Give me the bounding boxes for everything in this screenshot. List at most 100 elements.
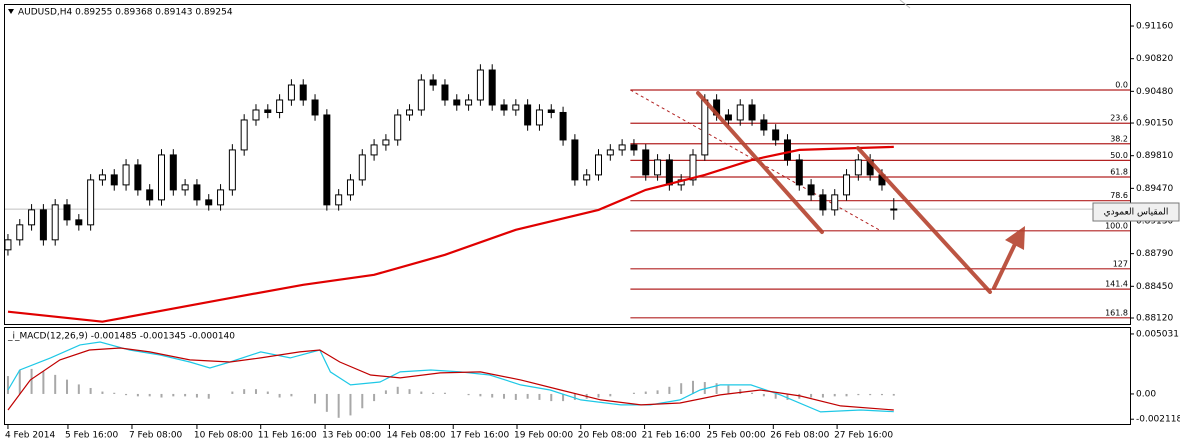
macd-frame — [4, 327, 1131, 425]
candle-body — [75, 219, 83, 226]
histogram-bar — [562, 393, 565, 402]
trend-line — [696, 91, 824, 234]
histogram-bar — [195, 393, 198, 398]
candle-body — [157, 154, 165, 201]
histogram-bar — [503, 393, 506, 399]
histogram-bar — [89, 387, 92, 394]
histogram-bar — [691, 380, 694, 394]
histogram-bar — [101, 391, 104, 394]
macd-line — [7, 341, 894, 413]
candle-body — [760, 119, 768, 131]
candle-body — [618, 144, 626, 151]
histogram-bar — [869, 393, 872, 396]
histogram-bar — [6, 376, 9, 394]
histogram-bar — [810, 393, 813, 398]
histogram-bar — [892, 393, 895, 396]
y-tick-label: 0.00 — [1136, 389, 1156, 399]
plot-layer: 0.91160 0.90820 0.90480 0.90150 0.89810 0.894… — [4, 22, 1180, 441]
histogram-bar — [845, 393, 848, 397]
fib-label: 127 — [1113, 259, 1128, 268]
histogram-bar — [762, 393, 765, 397]
candle-body — [571, 139, 579, 181]
histogram-bar — [514, 393, 517, 400]
candle-body — [134, 164, 142, 191]
trend-line — [856, 146, 992, 294]
histogram-bar — [739, 389, 742, 394]
x-tick-label: 10 Feb 08:00 — [194, 431, 253, 441]
histogram-bar — [314, 393, 317, 404]
arrow-shaft — [992, 240, 1018, 290]
candle-body — [795, 159, 803, 186]
candle-body — [276, 99, 284, 113]
histogram-bar — [337, 393, 340, 418]
y-tick-label: 0.89470 — [1136, 184, 1173, 194]
fib-label: 61.8 — [1110, 168, 1128, 177]
histogram-bar — [751, 392, 754, 394]
candle-body — [205, 199, 213, 206]
candle-body — [240, 119, 248, 151]
candle-body — [488, 69, 496, 106]
histogram-bar — [727, 385, 730, 394]
x-tick-label: 13 Feb 00:00 — [322, 431, 381, 441]
x-tick-label: 11 Feb 16:00 — [258, 431, 317, 441]
y-tick-label: 0.88790 — [1136, 249, 1173, 259]
candle-body — [724, 114, 732, 121]
fib-label: 141.4 — [1105, 280, 1128, 289]
menu-triangle[interactable] — [8, 9, 14, 14]
tooltip-box — [1092, 202, 1180, 222]
candle-body — [417, 79, 425, 111]
candle-body — [583, 174, 591, 181]
histogram-bar — [479, 393, 482, 397]
candle-body — [382, 139, 390, 146]
candle-body — [252, 109, 260, 121]
candle-body — [843, 174, 851, 196]
histogram-bar — [880, 393, 883, 396]
candle-body — [736, 104, 744, 121]
y-tick-label: 0.89130 — [1136, 217, 1173, 227]
fib-label: 161.8 — [1105, 308, 1128, 317]
candle-body — [323, 114, 331, 206]
candle-body — [429, 79, 437, 86]
x-tick-label: 5 Feb 16:00 — [65, 431, 119, 441]
candle-body — [264, 109, 272, 113]
histogram-bar — [857, 393, 860, 396]
candle-body — [606, 149, 614, 156]
histogram-bar — [432, 392, 435, 394]
candle-body — [228, 149, 236, 191]
histogram-bar — [113, 392, 116, 394]
y-tick-label: 0.88120 — [1136, 314, 1173, 324]
fib-label: 0.0 — [1115, 80, 1128, 89]
histogram-bar — [786, 393, 789, 400]
histogram-bar — [184, 393, 187, 397]
histogram-bar — [136, 393, 139, 397]
candle-body — [465, 99, 473, 106]
macd-title: _i_MACD(12,26,9) -0.001485 -0.001345 -0.… — [7, 332, 235, 342]
candle-body — [299, 84, 307, 101]
candle-body — [51, 204, 59, 241]
histogram-bar — [172, 393, 175, 397]
histogram-bar — [361, 393, 364, 409]
candle-body — [146, 189, 154, 201]
histogram-bar — [349, 393, 352, 416]
x-tick-label: 27 Feb 16:00 — [834, 431, 893, 441]
main-frame — [4, 4, 1131, 325]
candle-body — [630, 144, 638, 151]
histogram-bar — [408, 389, 411, 394]
candle-body — [783, 139, 791, 161]
candle-body — [122, 164, 130, 186]
histogram-bar — [491, 393, 494, 398]
y-tick-label: 0.90150 — [1136, 119, 1173, 129]
candle-body — [807, 184, 815, 196]
y-tick-label: 0.90480 — [1136, 87, 1173, 97]
candle-body — [193, 184, 201, 201]
candle-body — [181, 184, 189, 191]
candle-body — [441, 84, 449, 101]
histogram-bar — [703, 382, 706, 394]
y-tick-label: 0.005031 — [1136, 329, 1179, 339]
histogram-bar — [278, 393, 281, 398]
tooltip-text: المقياس العمودي — [1104, 208, 1169, 218]
candle-body — [654, 159, 662, 176]
axis-tooltip: المقياس العمودي — [1092, 202, 1180, 222]
macd-line — [7, 347, 894, 411]
candle-body — [500, 104, 508, 111]
